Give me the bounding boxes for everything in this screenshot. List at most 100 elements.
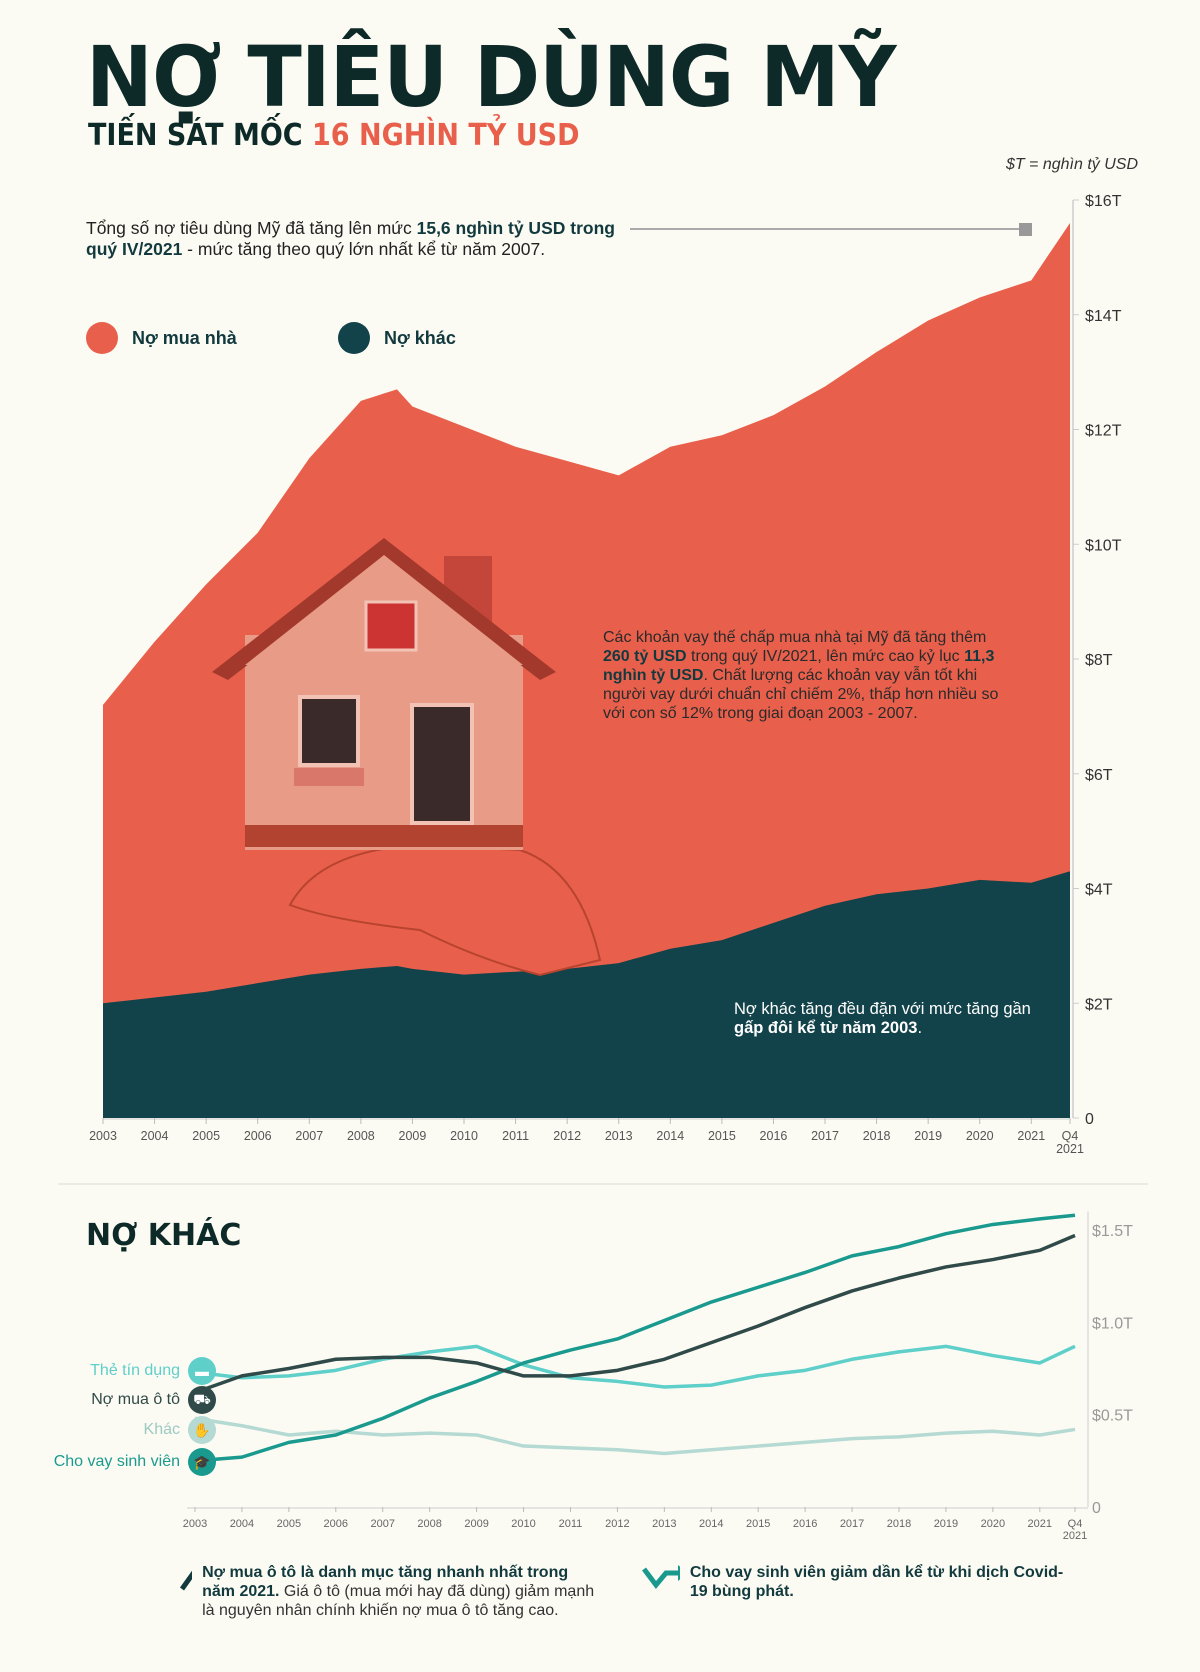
house-roof xyxy=(212,538,556,680)
x-tick-label: 2012 xyxy=(553,1129,581,1143)
y-tick-label: $12T xyxy=(1085,423,1122,440)
stacked-area-chart: 0 $2T $4T $6T $8T $10T $12T $14T $16T 2003 2004 200… xyxy=(89,193,1122,1156)
series-label: Cho vay sinh viên 🎓 xyxy=(10,1448,216,1476)
line-credit-card xyxy=(194,1344,1076,1389)
other-note-text: . xyxy=(917,1019,923,1037)
other-debt-annotation: Nợ khác tăng đều đặn với mức tăng gần gấ… xyxy=(734,1000,1054,1038)
intro-text-2: - mức tăng theo quý lớn nhất kể từ năm 2… xyxy=(182,239,546,259)
note-student: Cho vay sinh viên giảm dần kể từ khi dịc… xyxy=(640,1563,1070,1601)
intro-text-1: Tổng số nợ tiêu dùng Mỹ đã tăng lên mức xyxy=(86,218,417,238)
house-window xyxy=(298,695,360,767)
intro-bold: 15,6 nghìn tỷ USD trong quý IV/2021 xyxy=(86,218,615,259)
other-note-bold: gấp đôi kể từ năm 2003 xyxy=(734,1019,918,1037)
series-label-text: Thẻ tín dụng xyxy=(90,1362,180,1379)
legend-mortgage: Nợ mua nhà xyxy=(86,322,237,354)
subtitle-highlight: 16 NGHÌN TỶ USD xyxy=(312,118,580,153)
legend-swatch-other xyxy=(338,322,370,354)
x-tick-label: 2019 xyxy=(934,1518,958,1530)
y-tick-label: 0 xyxy=(1085,1111,1094,1128)
legend-swatch-mortgage xyxy=(86,322,118,354)
line-chart: 0 $0.5T $1.0T $1.5T 2003 2004 2005 2006 2007 2008… xyxy=(183,1211,1133,1542)
x-tick-label: Q4 xyxy=(1062,1129,1079,1143)
x-tick-label: 2007 xyxy=(370,1518,394,1530)
legend-label: Nợ mua nhà xyxy=(132,327,237,348)
annotation-marker xyxy=(1019,223,1032,236)
x-tick-label: 2015 xyxy=(746,1518,770,1530)
x-tick-label: 2017 xyxy=(840,1518,864,1530)
intro-text: Tổng số nợ tiêu dùng Mỹ đã tăng lên mức … xyxy=(86,218,626,260)
note-bold: Cho vay sinh viên giảm dần kể từ khi dịc… xyxy=(689,1564,1064,1600)
x-tick-label: 2006 xyxy=(324,1518,348,1530)
attic-window xyxy=(364,600,418,652)
x-tick-label: 2003 xyxy=(183,1518,207,1530)
house-door xyxy=(410,703,474,825)
trend-down-up-icon xyxy=(642,1565,680,1590)
mortgage-note-bold: 11,3 nghìn tỷ USD xyxy=(603,648,995,684)
subtitle-prefix: TIẾN SÁT MỐC xyxy=(88,118,303,153)
x-tick-label: 2016 xyxy=(760,1129,788,1143)
series-label: Khác ✋ xyxy=(10,1416,216,1444)
y-tick-label: $4T xyxy=(1085,882,1113,899)
y-tick-label: $10T xyxy=(1085,537,1122,554)
x-tick-label: 2017 xyxy=(811,1129,839,1143)
x-tick-label: 2010 xyxy=(450,1129,478,1143)
y-tick-label: $2T xyxy=(1085,996,1113,1013)
x-tick-label-year: 2021 xyxy=(1056,1142,1084,1156)
unit-note: $T = nghìn tỷ USD xyxy=(1005,156,1138,173)
flower-box xyxy=(294,768,364,786)
mortgage-note-text: Các khoản vay thế chấp mua nhà tại Mỹ đã… xyxy=(603,629,987,646)
graduation-cap-icon: 🎓 xyxy=(188,1448,216,1476)
series-label-text: Nợ mua ô tô xyxy=(91,1391,180,1408)
x-tick-label: 2013 xyxy=(605,1129,633,1143)
x-tick-label: 2004 xyxy=(230,1518,254,1530)
line-graduation-cap xyxy=(194,1213,1076,1463)
x-tick-label: 2005 xyxy=(192,1129,220,1143)
x-tick-label: 2008 xyxy=(417,1518,441,1530)
x-tick-label: 2019 xyxy=(914,1129,942,1143)
page-subtitle: TIẾN SÁT MỐC 16 NGHÌN TỶ USD xyxy=(88,118,580,153)
note-auto: Nợ mua ô tô là danh mục tăng nhanh nhất … xyxy=(178,1563,598,1620)
series-label-text: Khác xyxy=(143,1421,180,1438)
x-tick-label: 2012 xyxy=(605,1518,629,1530)
x-tick-label: 2018 xyxy=(863,1129,891,1143)
x-tick-label-year: 2021 xyxy=(1063,1530,1087,1542)
x-tick-label: 2014 xyxy=(699,1518,723,1530)
x-tick-label: 2018 xyxy=(887,1518,911,1530)
x-tick-label: 2020 xyxy=(981,1518,1005,1530)
x-tick-label: 2021 xyxy=(1028,1518,1052,1530)
x-tick-label: Q4 xyxy=(1068,1518,1083,1530)
x-tick-label: 2011 xyxy=(559,1518,583,1530)
y-tick-label: $1.0T xyxy=(1092,1315,1133,1332)
x-tick-label: 2010 xyxy=(511,1518,535,1530)
trend-up-icon xyxy=(179,1570,193,1591)
y-tick-label: $8T xyxy=(1085,652,1113,669)
x-tick-label: 2015 xyxy=(708,1129,736,1143)
mortgage-annotation: Các khoản vay thế chấp mua nhà tại Mỹ đã… xyxy=(603,628,1003,723)
line-car xyxy=(194,1233,1076,1395)
series-label-text: Cho vay sinh viên xyxy=(53,1453,180,1470)
y-tick-label: $6T xyxy=(1085,767,1113,784)
house-wall xyxy=(245,635,523,850)
x-tick-label: 2008 xyxy=(347,1129,375,1143)
section-title: NỢ KHÁC xyxy=(86,1218,242,1253)
y-tick-label: $1.5T xyxy=(1092,1223,1133,1240)
x-tick-label: 2003 xyxy=(89,1129,117,1143)
house-foundation xyxy=(245,825,523,847)
mortgage-note-text: . Chất lượng các khoản vay vẫn tốt khi n… xyxy=(603,667,999,722)
y-tick-label: 0 xyxy=(1092,1500,1101,1517)
house-illustration xyxy=(212,538,602,977)
x-tick-label: 2006 xyxy=(244,1129,272,1143)
other-note-text: Nợ khác tăng đều đặn với mức tăng gần xyxy=(734,1000,1031,1018)
x-tick-label: 2021 xyxy=(1017,1129,1045,1143)
y-tick-label: $0.5T xyxy=(1092,1408,1133,1425)
x-tick-label: 2011 xyxy=(502,1129,529,1143)
hand-illustration xyxy=(288,843,602,977)
x-tick-label: 2020 xyxy=(966,1129,994,1143)
y-tick-label: $16T xyxy=(1085,193,1122,210)
y-tick-label: $14T xyxy=(1085,308,1122,325)
x-tick-label: 2004 xyxy=(141,1129,169,1143)
mortgage-note-bold: 260 tỷ USD xyxy=(603,648,687,665)
x-tick-label: 2013 xyxy=(652,1518,676,1530)
hand-coin-icon: ✋ xyxy=(188,1416,216,1444)
section-divider xyxy=(58,1183,1148,1185)
